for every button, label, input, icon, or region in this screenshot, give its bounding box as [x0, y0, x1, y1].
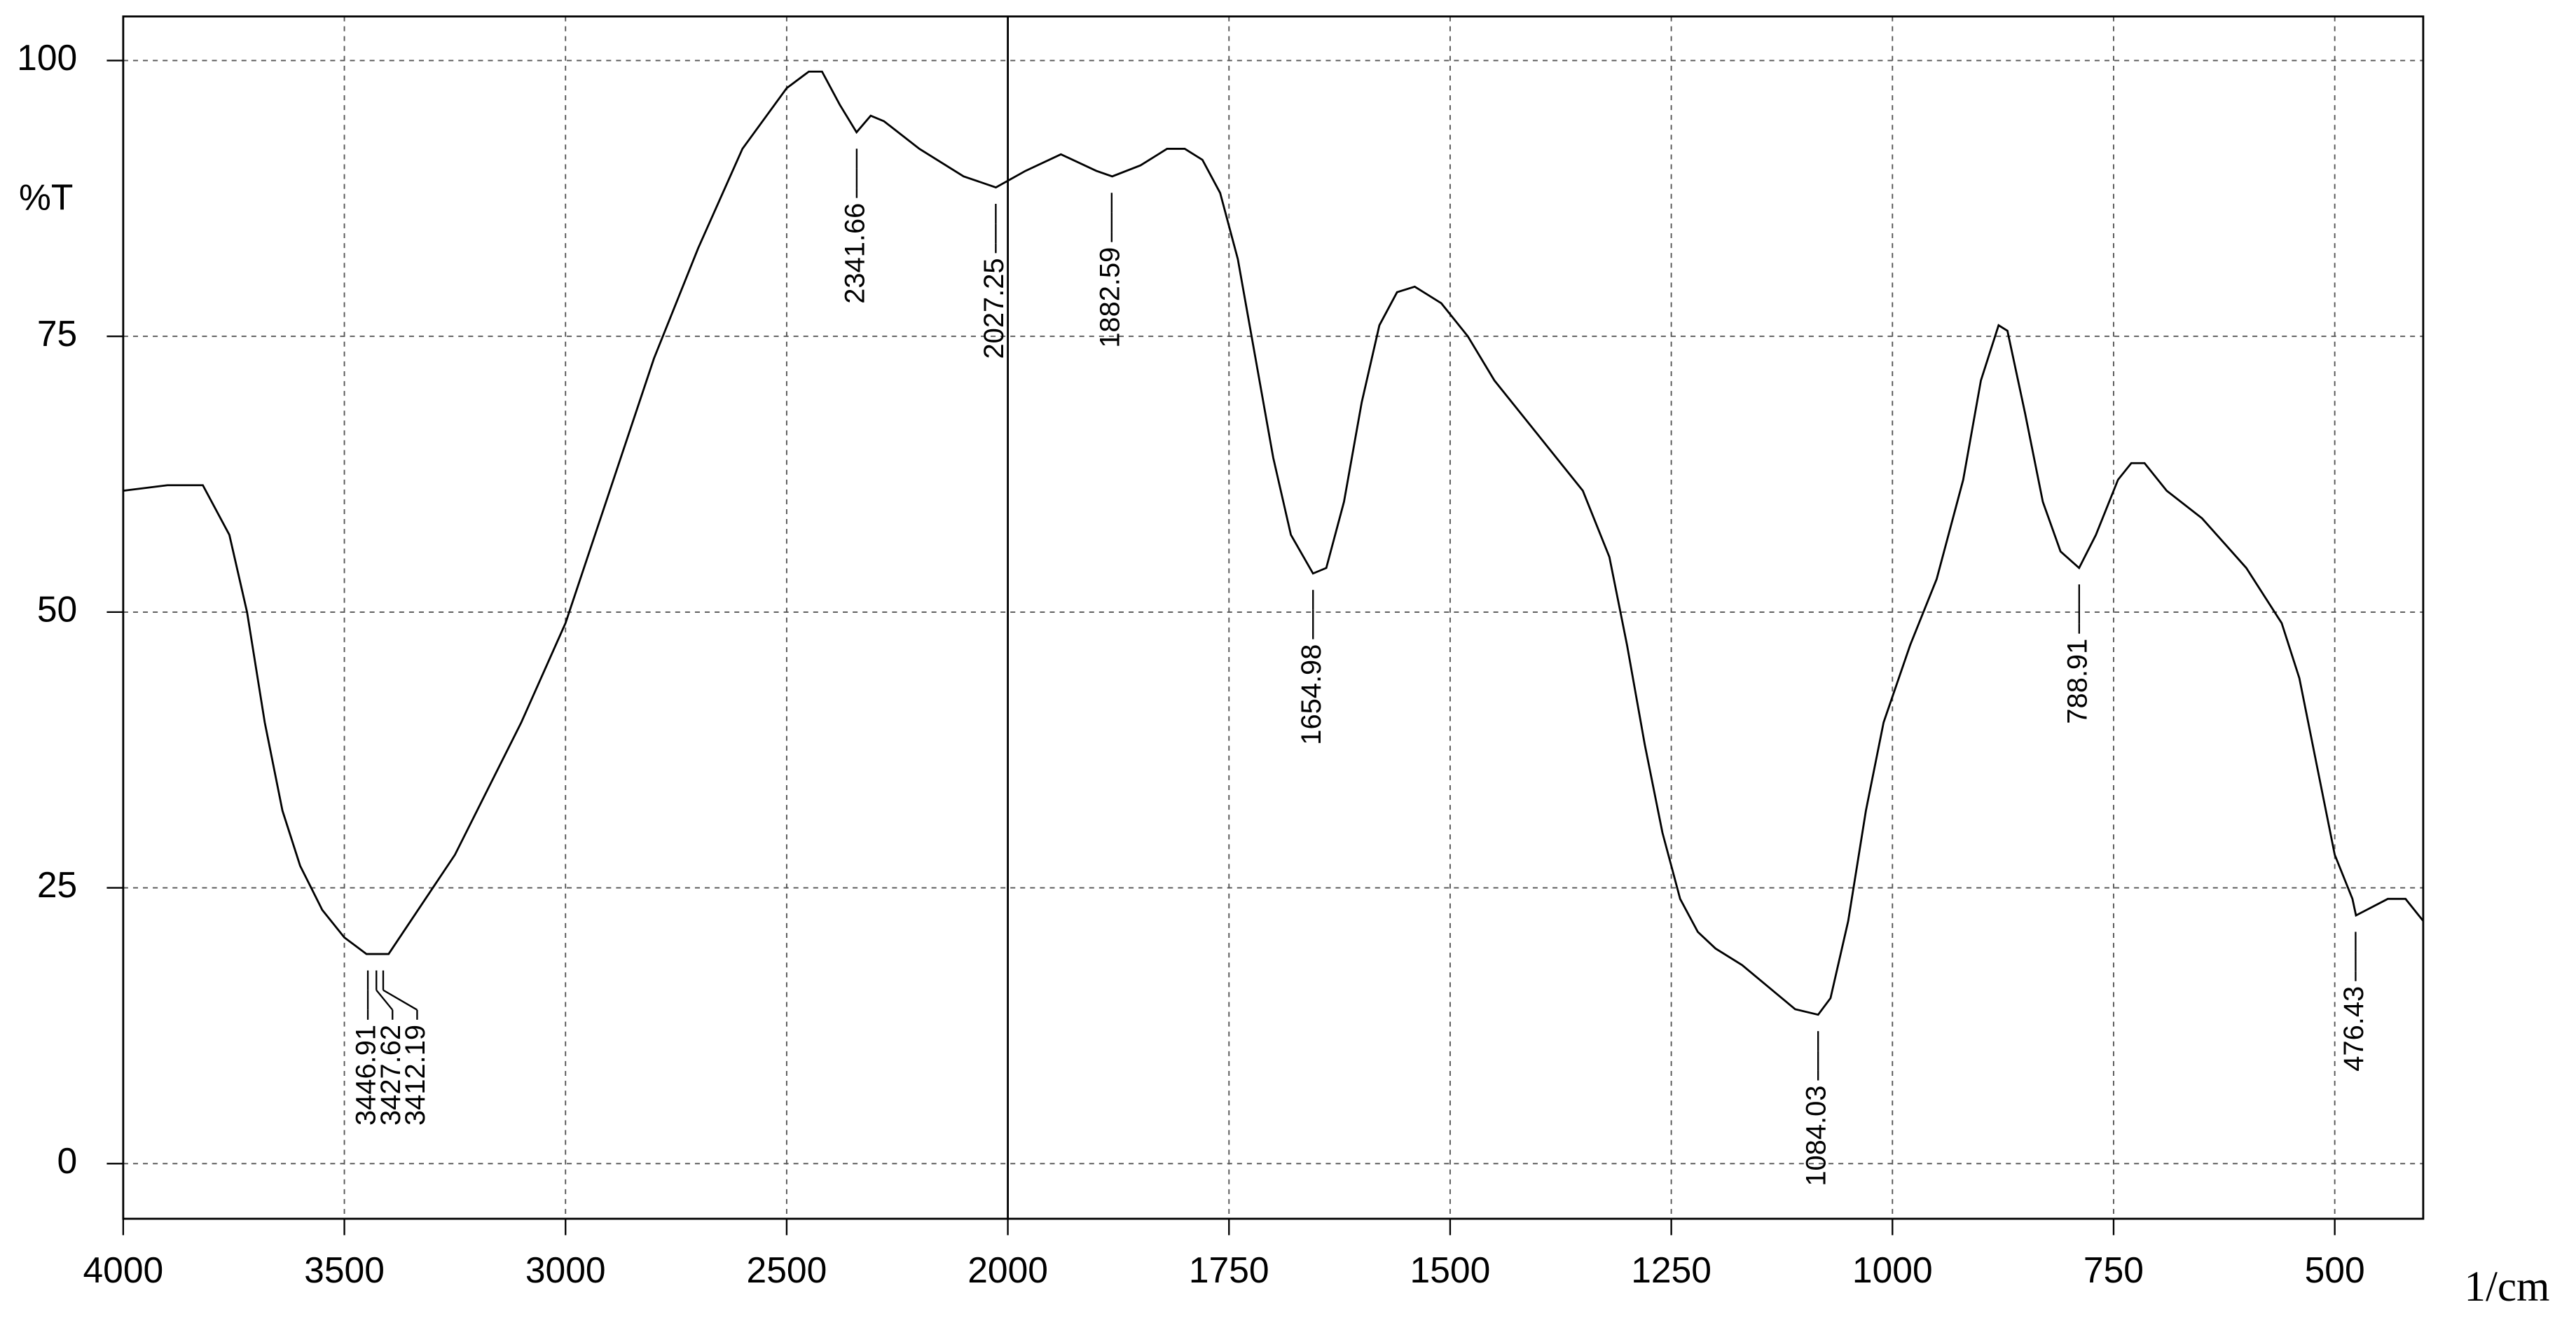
y-axis-label: %T	[19, 177, 73, 218]
peak-annotation: 1882.59	[1094, 193, 1125, 348]
x-tick-label: 1250	[1631, 1250, 1711, 1290]
x-tick-label: 2000	[967, 1250, 1048, 1290]
peak-annotation: 3446.91	[351, 970, 382, 1126]
plot-frame	[122, 15, 2425, 1220]
peak-label: 3412.19	[400, 1025, 431, 1126]
peak-label: 476.43	[2339, 986, 2369, 1072]
peak-annotation: 1654.98	[1296, 590, 1327, 745]
y-tick-label: 75	[37, 313, 77, 354]
peak-annotation: 2027.25	[979, 204, 1010, 359]
peak-annotation: 3427.62	[376, 970, 406, 1126]
y-tick-label: 50	[37, 589, 77, 630]
x-tick-label: 1000	[1852, 1250, 1933, 1290]
x-tick-label: 3500	[304, 1250, 385, 1290]
y-tick-label: 25	[37, 864, 77, 905]
peak-label: 788.91	[2062, 639, 2093, 724]
peak-label: 1654.98	[1296, 644, 1327, 745]
x-tick-label: 500	[2305, 1250, 2365, 1290]
x-tick-label: 4000	[83, 1250, 164, 1290]
peak-label: 3427.62	[376, 1025, 406, 1126]
peak-annotation: 476.43	[2339, 932, 2369, 1072]
peak-label: 2027.25	[979, 258, 1010, 359]
peak-leader	[376, 989, 394, 1011]
y-tick-label: 100	[17, 37, 77, 78]
x-tick-label: 3000	[525, 1250, 606, 1290]
x-axis-label: 1/cm	[2465, 1264, 2550, 1310]
x-tick-label: 1500	[1410, 1250, 1491, 1290]
x-tick-label: 2500	[747, 1250, 827, 1290]
y-tick-label: 0	[57, 1140, 78, 1181]
peak-annotation: 788.91	[2062, 584, 2093, 724]
spectrum-line	[123, 70, 2425, 1016]
peak-label: 2341.66	[839, 203, 870, 304]
peak-label: 1084.03	[1801, 1086, 1832, 1187]
peak-label: 3446.91	[351, 1025, 382, 1126]
peak-annotation: 1084.03	[1801, 1031, 1832, 1187]
x-tick-label: 1750	[1189, 1250, 1269, 1290]
x-tick-label: 750	[2083, 1250, 2144, 1290]
peak-leader	[383, 989, 418, 1011]
peak-label: 1882.59	[1094, 247, 1125, 348]
peak-annotation: 3412.19	[382, 970, 431, 1126]
peak-annotation: 2341.66	[839, 148, 870, 304]
